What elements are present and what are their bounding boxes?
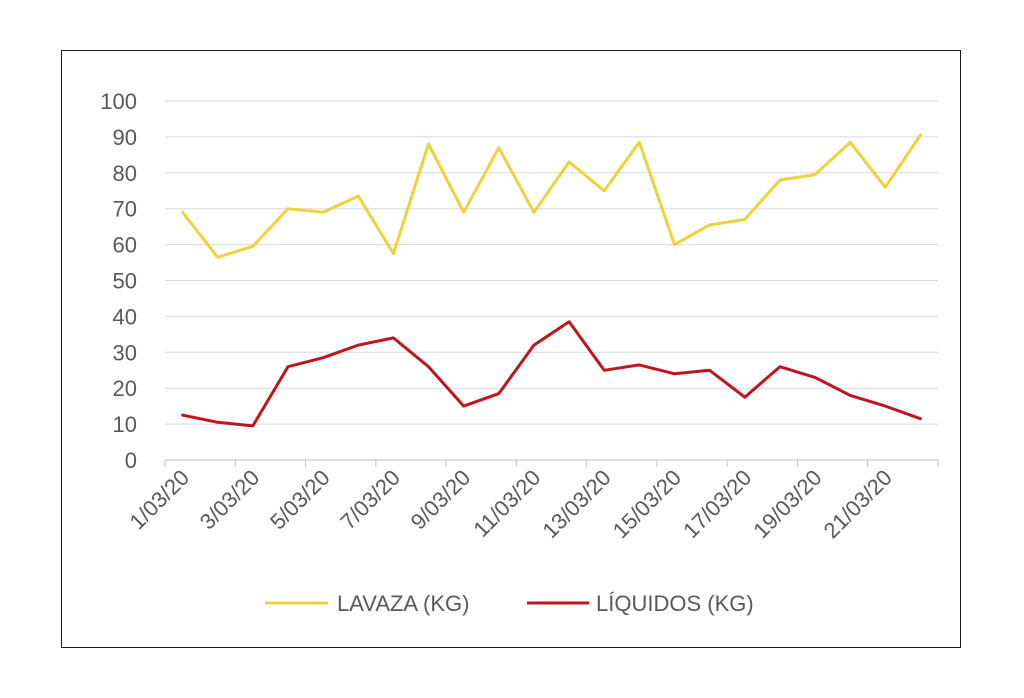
y-tick-label: 80: [113, 161, 137, 186]
legend: LAVAZA (KG) LÍQUIDOS (KG): [265, 591, 754, 616]
x-tick-label: 17/03/20: [678, 465, 756, 543]
y-tick-label: 50: [113, 269, 137, 294]
y-tick-label: 100: [100, 89, 137, 114]
series-lines: [181, 133, 922, 428]
x-tick-label: 11/03/20: [468, 465, 545, 542]
y-tick-label: 30: [113, 340, 137, 365]
legend-label: LÍQUIDOS (KG): [596, 591, 754, 616]
x-tick-label: 1/03/20: [125, 465, 195, 535]
x-axis: [164, 459, 939, 467]
y-tick-label: 40: [113, 304, 137, 329]
x-tick-label: 3/03/20: [195, 465, 265, 535]
y-tick-label: 10: [113, 412, 137, 437]
gridlines: [165, 100, 938, 425]
x-tick-label: 15/03/20: [608, 465, 686, 543]
legend-label: LAVAZA (KG): [337, 591, 469, 616]
y-axis-ticks: 0 10 20 30 40 50 60 70 80 90 100: [100, 89, 137, 473]
x-tick-label: 9/03/20: [406, 465, 476, 535]
y-tick-label: 70: [113, 197, 137, 222]
series-line-liquidos: [181, 320, 922, 428]
y-tick-label: 0: [125, 448, 137, 473]
series-line-lavaza: [181, 133, 922, 259]
x-tick-label: 7/03/20: [335, 465, 405, 535]
x-tick-label: 19/03/20: [748, 465, 826, 543]
x-axis-ticks: 1/03/20 3/03/20 5/03/20 7/03/20 9/03/2011/03…: [125, 465, 897, 543]
chart-frame: [61, 50, 961, 648]
y-tick-label: 60: [113, 233, 137, 258]
x-tick-label: 5/03/20: [265, 465, 335, 535]
y-tick-label: 90: [113, 125, 137, 150]
x-tick-label: 13/03/20: [538, 465, 616, 543]
x-tick-label: 21/03/20: [819, 465, 897, 543]
y-tick-label: 20: [113, 376, 137, 401]
